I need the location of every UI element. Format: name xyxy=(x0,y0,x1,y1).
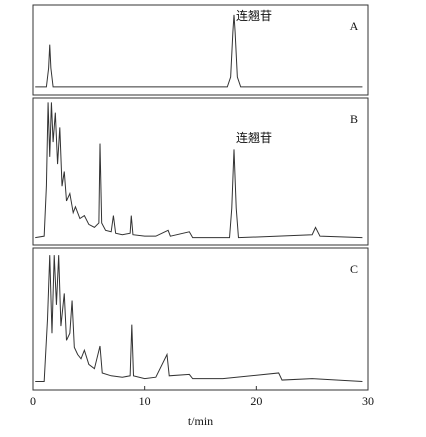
peak-annotation: 连翘苷 xyxy=(236,8,272,23)
chromatogram-line xyxy=(35,14,363,88)
x-tick-label: 20 xyxy=(250,394,262,408)
panel-frame xyxy=(32,247,369,391)
x-tick-label: 0 xyxy=(30,394,36,408)
chromatogram-line xyxy=(35,255,363,382)
peak-annotation: 连翘苷 xyxy=(236,130,272,145)
x-tick-label: 10 xyxy=(139,394,151,408)
x-tick-label: 30 xyxy=(362,394,374,408)
x-axis-label: t/min xyxy=(188,414,213,428)
chromatogram-line xyxy=(35,102,363,239)
panel-label: A xyxy=(350,19,359,33)
panel-frame xyxy=(32,97,369,246)
panel-label: C xyxy=(350,262,358,276)
panel-label: B xyxy=(350,112,358,126)
panel-frame xyxy=(32,4,369,96)
